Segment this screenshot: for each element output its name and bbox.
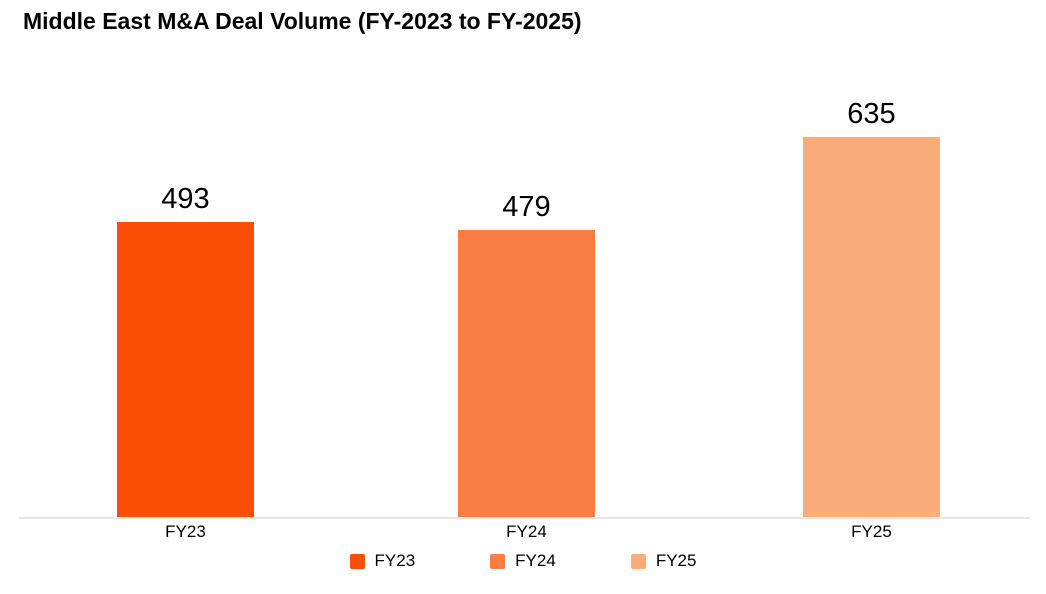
bar-group-fy25: 635 xyxy=(803,100,940,517)
bar-group-fy23: 493 xyxy=(117,185,254,517)
x-axis-label-fy23: FY23 xyxy=(165,522,206,541)
legend-item-fy23[interactable]: FY23 xyxy=(349,551,416,571)
bar-value-label-fy24: 479 xyxy=(502,191,551,223)
bar-value-label-fy23: 493 xyxy=(161,183,210,215)
legend-label-fy23: FY23 xyxy=(374,551,416,570)
legend-swatch-fy24 xyxy=(490,553,506,569)
x-axis-label-fy25: FY25 xyxy=(851,522,892,541)
chart-title: Middle East M&A Deal Volume (FY-2023 to … xyxy=(23,8,582,34)
bar-value-label-fy25: 635 xyxy=(847,98,896,130)
bar-fy25[interactable] xyxy=(803,137,940,517)
bar-fy24[interactable] xyxy=(458,230,595,517)
chart-legend: FY23 FY24 FY25 xyxy=(0,551,1046,571)
legend-item-fy24[interactable]: FY24 xyxy=(490,551,556,571)
legend-swatch-fy23 xyxy=(349,553,365,569)
bar-group-fy24: 479 xyxy=(458,193,595,517)
legend-item-fy25[interactable]: FY25 xyxy=(630,551,697,571)
legend-swatch-fy25 xyxy=(630,553,646,569)
x-axis-line xyxy=(19,517,1030,519)
legend-label-fy25: FY25 xyxy=(655,551,697,570)
legend-label-fy24: FY24 xyxy=(515,551,556,570)
bar-fy23[interactable] xyxy=(117,222,254,517)
x-axis-label-fy24: FY24 xyxy=(506,522,547,541)
